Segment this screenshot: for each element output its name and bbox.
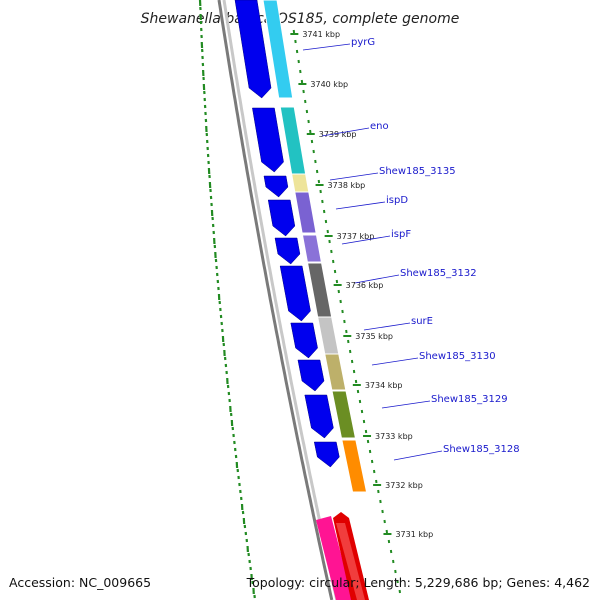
cog-feature-block [324,353,347,391]
gene-leader-line [329,172,379,181]
kbp-tick-label: 3741 kbp [302,30,340,39]
gene-label: ispF [391,229,411,240]
kbp-tick-label: 3734 kbp [365,381,403,390]
forward-gene-arrow [297,359,325,392]
gene-label: Shew185_3129 [431,394,508,405]
gene-leader-line [363,322,411,331]
gene-leader-line [381,400,431,409]
gene-leader-line [321,127,370,137]
cog-feature-block [306,262,333,319]
forward-gene-arrow [234,0,272,99]
feature-track [234,0,369,600]
kbp-tick-label: 3731 kbp [395,530,433,539]
gene-label-track: pyrG eno Shew185_3135 ispD ispF Shew185_3132s… [302,37,520,461]
forward-gene-arrow [274,237,301,265]
forward-gene-arrow [263,175,289,198]
genome-summary-text: Topology: circular; Length: 5,229,686 bp… [246,575,590,590]
accession-text: Accession: NC_009665 [9,575,152,590]
forward-gene-arrow [267,199,296,237]
forward-gene-arrow [252,107,284,173]
gene-label: eno [370,121,389,132]
forward-gene-arrow [279,265,311,322]
reverse-gene-block [316,516,353,600]
gene-label: surE [411,316,433,327]
cog-feature-block [279,106,307,176]
kbp-tick-label: 3738 kbp [328,181,366,190]
gene-leader-line [341,235,391,245]
cog-feature-block [294,191,317,234]
forward-gene-arrow [290,322,318,359]
genome-title: Shewanella baltica OS185, complete genom… [141,11,460,27]
cog-feature-block [331,390,357,439]
kbp-tick-label: 3739 kbp [319,130,357,139]
gene-label: Shew185_3128 [443,444,520,455]
kbp-tick-label: 3737 kbp [337,232,375,241]
gene-leader-line [393,450,443,461]
genome-backbone [217,0,339,600]
gene-label: pyrG [351,37,375,48]
backbone-outer [217,0,334,600]
forward-gene-arrow [313,441,340,468]
kbp-tick-label: 3732 kbp [385,481,423,490]
gene-label: Shew185_3135 [379,166,456,177]
gene-leader-line [335,201,386,210]
backbone-inner [222,0,339,600]
cog-feature-block [262,0,294,99]
gc-content-track [198,0,256,599]
kbp-tick-label: 3733 kbp [375,432,413,441]
cog-feature-block [301,234,322,263]
kbp-tick-label: 3736 kbp [346,281,384,290]
gene-label: ispD [386,195,408,206]
forward-gene-arrow [304,394,334,439]
gene-label: Shew185_3132 [400,268,477,279]
cog-feature-block [317,316,340,357]
kbp-tick-track: 3741 kbp 3740 kbp 3739 kbp 3738 kbp 3737 kbp… [290,29,433,594]
cog-feature-block [341,439,368,493]
gene-label: Shew185_3130 [419,351,496,362]
kbp-tick-label: 3735 kbp [355,332,393,341]
reverse-gene-highlight [336,523,365,600]
kbp-tick-label: 3740 kbp [310,80,348,89]
gene-leader-line [302,43,351,51]
gene-leader-line [371,357,419,366]
gene-leader-line [354,274,400,284]
